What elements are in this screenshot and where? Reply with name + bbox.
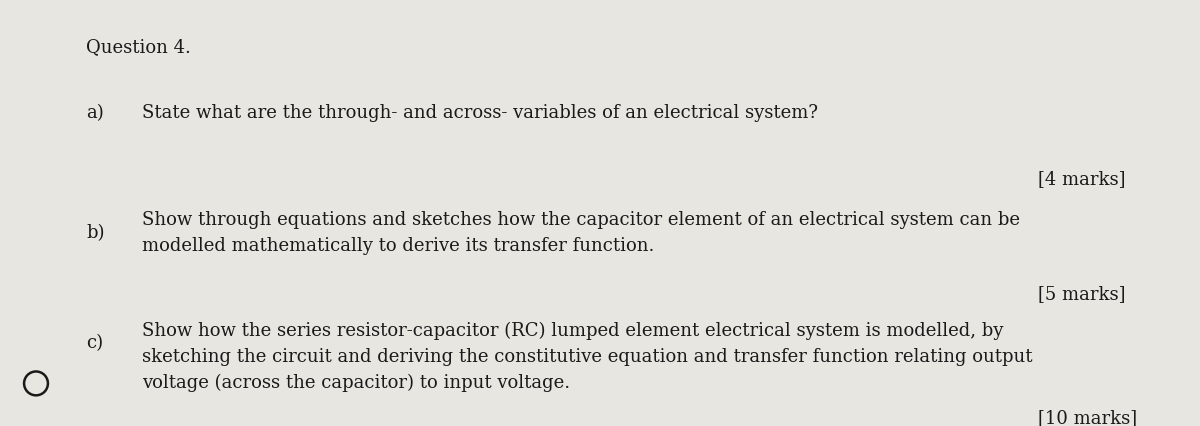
Text: [4 marks]: [4 marks] [1038,170,1126,188]
Text: State what are the through- and across- variables of an electrical system?: State what are the through- and across- … [142,104,817,122]
Text: [10 marks]: [10 marks] [1038,409,1138,426]
Text: Show how the series resistor-capacitor (RC) lumped element electrical system is : Show how the series resistor-capacitor (… [142,322,1032,391]
Text: a): a) [86,104,104,122]
Text: [5 marks]: [5 marks] [1038,285,1126,303]
Text: b): b) [86,224,104,242]
Text: c): c) [86,334,103,352]
Text: Show through equations and sketches how the capacitor element of an electrical s: Show through equations and sketches how … [142,211,1020,255]
Text: Question 4.: Question 4. [86,38,191,56]
